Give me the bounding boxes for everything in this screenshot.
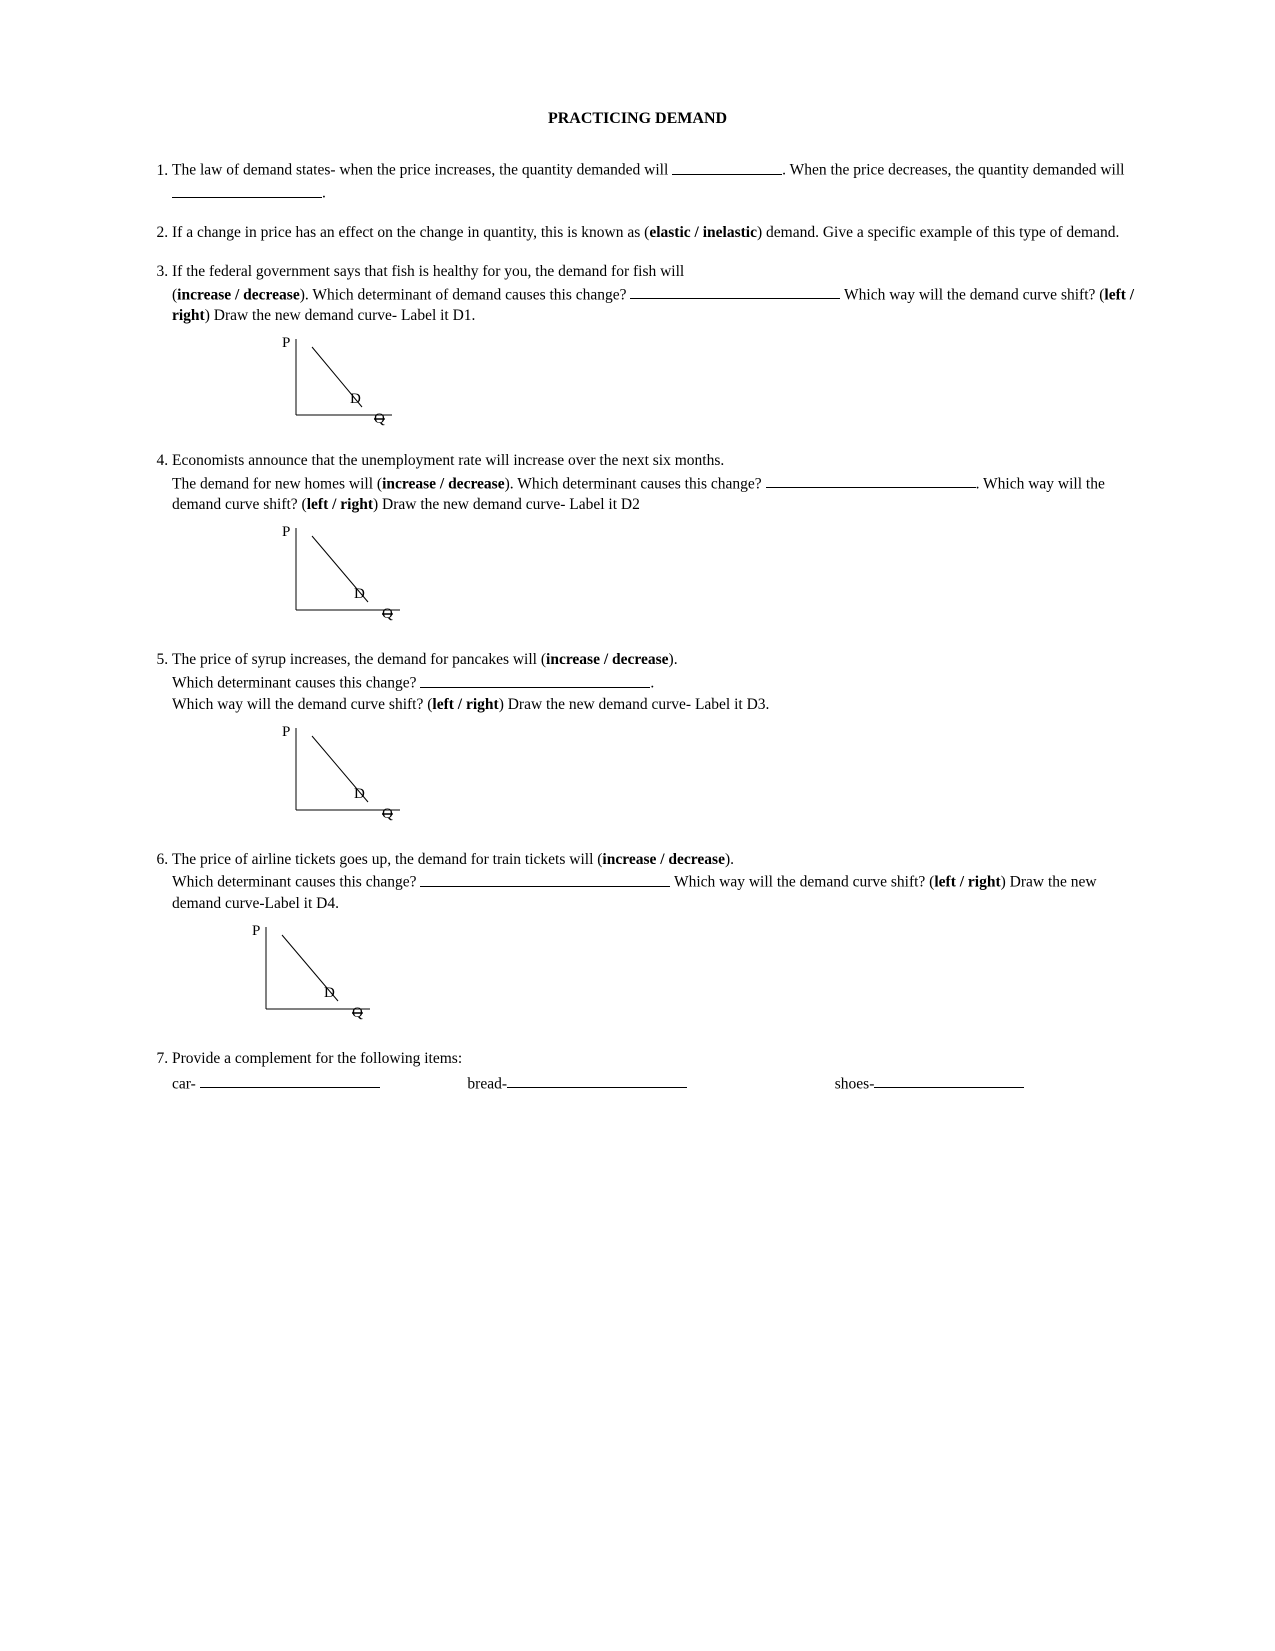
q7-items-row: car- bread- shoes- (172, 1072, 1145, 1095)
q1-text-2: . When the price decreases, the quantity… (782, 162, 1124, 179)
question-2: If a change in price has an effect on th… (172, 223, 1145, 244)
question-4: Economists announce that the unemploymen… (172, 451, 1145, 632)
q5-option-1[interactable]: increase / decrease (546, 651, 669, 668)
q1-text-3: . (322, 185, 326, 202)
d-curve-label: D (350, 391, 361, 407)
q7-text-1: Provide a complement for the following i… (172, 1050, 462, 1067)
q-axis-label: Q (352, 1005, 363, 1021)
p-axis-label: P (282, 335, 290, 351)
q5-text-2: ). (669, 651, 678, 668)
q5-text-6: ) Draw the new demand curve- Label it D3… (499, 696, 770, 713)
page-title: PRACTICING DEMAND (130, 110, 1145, 128)
p-axis-label: P (282, 524, 290, 540)
q-axis-label: Q (382, 806, 393, 822)
q7-item-car: car- (172, 1072, 380, 1095)
q4-chart: P D Q (282, 522, 1145, 632)
question-list: The law of demand states- when the price… (130, 158, 1145, 1095)
demand-chart-icon: P D Q (252, 921, 392, 1031)
d-curve-label: D (354, 586, 365, 602)
q4-text-5: ) Draw the new demand curve- Label it D2 (373, 496, 640, 513)
q6-text-3: Which determinant causes this change? (172, 874, 420, 891)
q6-blank-1[interactable] (420, 870, 670, 887)
question-1: The law of demand states- when the price… (172, 158, 1145, 205)
q7-item-bread: bread- (467, 1072, 687, 1095)
d-curve-label: D (354, 786, 365, 802)
q5-option-2[interactable]: left / right (432, 696, 498, 713)
q5-text-1: The price of syrup increases, the demand… (172, 651, 546, 668)
d-curve-label: D (324, 985, 335, 1001)
q7-blank-car[interactable] (200, 1072, 380, 1089)
q6-chart: P D Q (252, 921, 1145, 1031)
demand-chart-icon: P D Q (282, 522, 422, 632)
q7-label-car: car- (172, 1075, 200, 1092)
q3-option-1[interactable]: increase / decrease (177, 286, 300, 303)
q7-item-shoes: shoes- (835, 1072, 1025, 1095)
q7-label-bread: bread- (467, 1075, 507, 1092)
q4-text-1: Economists announce that the unemploymen… (172, 452, 724, 469)
q1-blank-2[interactable] (172, 181, 322, 198)
q7-label-shoes: shoes- (835, 1075, 875, 1092)
q4-blank-1[interactable] (766, 472, 976, 489)
q4-option-2[interactable]: left / right (307, 496, 373, 513)
q5-text-4: . (650, 675, 654, 692)
q2-option[interactable]: elastic / inelastic (649, 224, 757, 241)
question-7: Provide a complement for the following i… (172, 1049, 1145, 1095)
q5-chart: P D Q (282, 722, 1145, 832)
q6-text-2: ). (725, 851, 734, 868)
demand-chart-icon: P D Q (282, 333, 422, 433)
q4-option-1[interactable]: increase / decrease (382, 475, 505, 492)
q1-text-1: The law of demand states- when the price… (172, 162, 672, 179)
q4-text-2: The demand for new homes will ( (172, 475, 382, 492)
q3-blank-1[interactable] (630, 283, 840, 300)
question-6: The price of airline tickets goes up, th… (172, 850, 1145, 1031)
q5-text-3: Which determinant causes this change? (172, 675, 420, 692)
demand-chart-icon: P D Q (282, 722, 422, 832)
q-axis-label: Q (382, 606, 393, 622)
question-5: The price of syrup increases, the demand… (172, 650, 1145, 831)
q5-text-5: Which way will the demand curve shift? ( (172, 696, 432, 713)
q6-option-2[interactable]: left / right (934, 874, 1000, 891)
p-axis-label: P (282, 724, 290, 740)
q3-text-3: ). Which determinant of demand causes th… (300, 286, 631, 303)
q5-blank-1[interactable] (420, 671, 650, 688)
q3-text-1: If the federal government says that fish… (172, 263, 684, 280)
q3-text-5: ) Draw the new demand curve- Label it D1… (205, 307, 476, 324)
q2-text-2: ) demand. Give a specific example of thi… (757, 224, 1119, 241)
q6-text-1: The price of airline tickets goes up, th… (172, 851, 602, 868)
q4-text-3: ). Which determinant causes this change? (505, 475, 766, 492)
question-3: If the federal government says that fish… (172, 262, 1145, 433)
q7-blank-bread[interactable] (507, 1072, 687, 1089)
q3-text-4: Which way will the demand curve shift? ( (844, 286, 1104, 303)
worksheet-page: PRACTICING DEMAND The law of demand stat… (0, 0, 1275, 1651)
q2-text-1: If a change in price has an effect on th… (172, 224, 649, 241)
q6-text-4: Which way will the demand curve shift? ( (670, 874, 934, 891)
q3-chart: P D Q (282, 333, 1145, 433)
q-axis-label: Q (374, 411, 385, 427)
q7-blank-shoes[interactable] (874, 1072, 1024, 1089)
q1-blank-1[interactable] (672, 158, 782, 175)
p-axis-label: P (252, 923, 260, 939)
q6-option-1[interactable]: increase / decrease (602, 851, 725, 868)
